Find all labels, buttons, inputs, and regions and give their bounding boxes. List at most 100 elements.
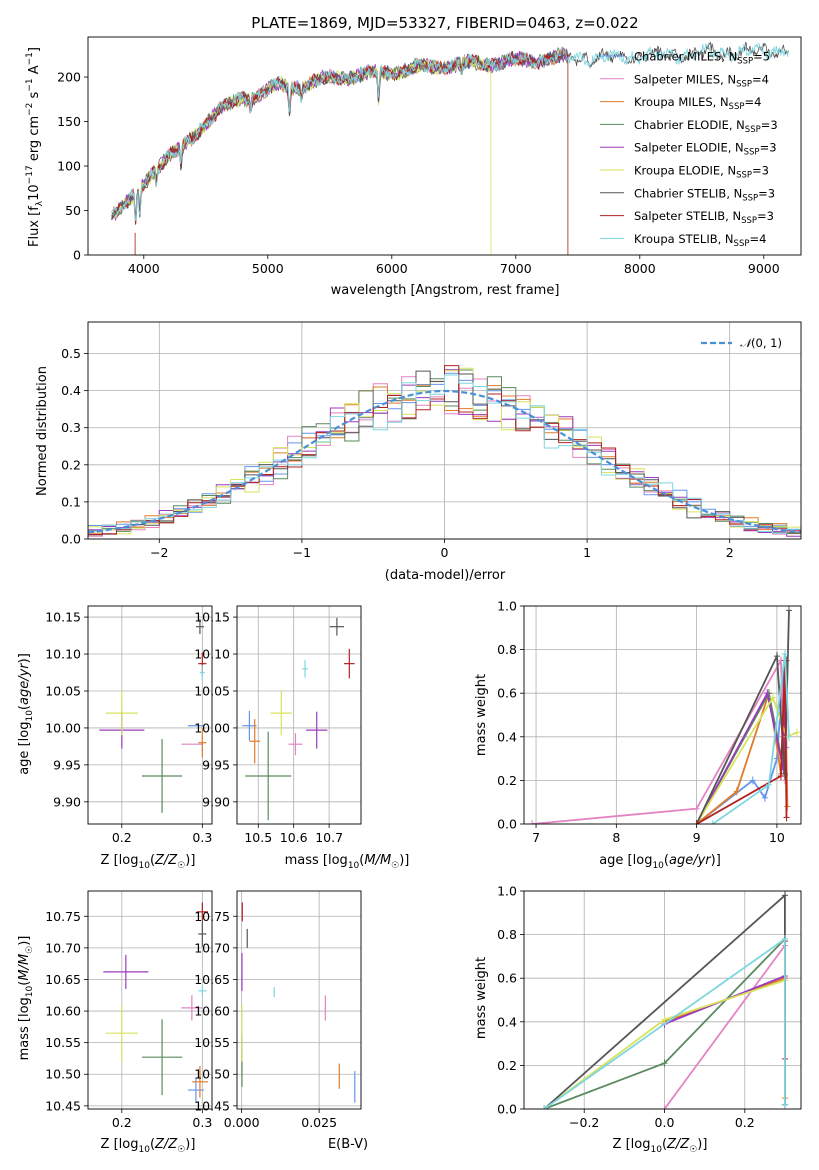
errorbar-points [241, 902, 356, 1103]
x-tick-label: 4000 [128, 261, 160, 276]
errorbar-kroupa-miles [198, 727, 207, 758]
axes-frame [87, 605, 213, 825]
errorbar-salpeter-elodie [103, 954, 149, 989]
y-tick-label: 0.4 [497, 1014, 517, 1029]
y-tick-label: 0.3 [61, 420, 81, 435]
axes-frame [236, 605, 362, 825]
y-tick-label: 9.90 [202, 794, 230, 809]
y-tick-label: 10.75 [194, 909, 230, 924]
x-tick-label: 6000 [376, 261, 408, 276]
errorbar-kroupa-miles [191, 1066, 208, 1098]
spectrum-series-salpeter-stelib [112, 46, 569, 255]
errorbar-salpeter-elodie [306, 711, 328, 749]
y-tick-label: 10.50 [45, 1067, 81, 1082]
x-tick-label: 10.7 [315, 830, 343, 845]
y-tick-label: 0.2 [497, 1058, 517, 1073]
errorbar-kroupa-stelib [302, 659, 308, 678]
x-tick-label: 0.0 [655, 1115, 675, 1130]
y-tick-label: 10.70 [45, 940, 81, 955]
axes-frame [236, 890, 362, 1110]
x-tick-label: 9 [693, 830, 701, 845]
massZ-ylabel: mass [log10(M/M☉)] [17, 936, 35, 1061]
y-tick-label: 10.10 [45, 647, 81, 662]
y-tick-label: 10.10 [194, 647, 230, 662]
y-tick-label: 10.45 [45, 1098, 81, 1113]
legend-label-salpeter-miles: Salpeter MILES, NSSP=4 [634, 72, 769, 89]
y-tick-label: 0.8 [497, 642, 517, 657]
y-tick-label: 10.50 [194, 1067, 230, 1082]
y-tick-label: 10.00 [194, 720, 230, 735]
y-tick-label: 50 [65, 203, 81, 218]
y-tick-label: 10.05 [194, 683, 230, 698]
mwZ-ylabel: mass weight [474, 957, 489, 1039]
ageM-xlabel: mass [log10(M/M☉)] [285, 853, 410, 871]
y-tick-label: 9.90 [53, 794, 81, 809]
y-tick-label: 0.0 [497, 817, 517, 832]
y-tick-label: 0.6 [497, 971, 517, 986]
residual-histogram-panel: −2 −1 0 1 2 0.0 0.1 0.2 0.3 0.4 0.5 [61, 321, 802, 560]
y-tick-label: 0.5 [61, 346, 81, 361]
mass-weight-series-kroupa-miles [664, 976, 786, 1099]
x-tick-label: 5000 [252, 261, 284, 276]
massZ-xlabel: Z [log10(Z/Z☉)] [101, 1137, 196, 1155]
y-tick-label: 10.60 [194, 1004, 230, 1019]
y-tick-label: 9.95 [53, 757, 81, 772]
y-tick-label: 1.0 [497, 599, 517, 614]
ageZ-xlabel: Z [log10(Z/Z☉)] [101, 853, 196, 871]
x-tick-label: 0.2 [112, 830, 132, 845]
axes-frame [523, 890, 802, 1110]
ageZ-ylabel: age [log10(age/yr)] [17, 653, 35, 775]
figure-title: PLATE=1869, MJD=53327, FIBERID=0463, z=0… [251, 14, 638, 32]
y-tick-label: 0.1 [61, 494, 81, 509]
hist-xlabel: (data-model)/error [385, 568, 506, 583]
mwZ-xlabel: Z [log10(Z/Z☉)] [613, 1137, 708, 1155]
hist-ylabel: Normed distribution [35, 366, 50, 496]
spectrum-panel: 4000 5000 6000 7000 8000 9000 0 50 100 150 200 [57, 36, 802, 276]
gaussian-legend-label: 𝒩(0, 1) [740, 336, 782, 350]
x-tick-label: 9000 [748, 261, 780, 276]
y-tick-label: 10.70 [194, 940, 230, 955]
legend-label-chabrier-stelib: Chabrier STELIB, NSSP=3 [634, 186, 775, 203]
errorbar-salpeter-stelib [196, 902, 208, 922]
errorbar-salpeter-miles [324, 995, 326, 1021]
x-tick-label: 10.5 [244, 830, 272, 845]
y-tick-label: 10.65 [194, 972, 230, 987]
x-tick-label: 1 [583, 545, 591, 560]
y-tick-label: 10.65 [45, 972, 81, 987]
mwAge-xlabel: age [log10(age/yr)] [599, 853, 721, 871]
y-tick-label: 0.2 [497, 773, 517, 788]
errorbar-kroupa-elodie [105, 1004, 138, 1062]
x-tick-label: 0.025 [301, 1115, 337, 1130]
x-tick-label: 8000 [624, 261, 656, 276]
y-tick-label: 0.2 [61, 457, 81, 472]
y-tick-label: 10.15 [194, 610, 230, 625]
y-tick-label: 10.55 [194, 1035, 230, 1050]
mass-vs-metallicity-panel: 0.2 0.3 10.45 10.50 10.55 10.60 10.65 10.70 10.7… [45, 890, 213, 1130]
legend-label-kroupa-miles: Kroupa MILES, NSSP=4 [634, 95, 761, 112]
y-tick-label: 200 [57, 70, 81, 85]
errorbar-chabrier-miles [354, 1071, 356, 1103]
errorbar-salpeter-miles [288, 733, 303, 756]
mass-weight-vs-metallicity-panel: −0.2 0.0 0.2 0.0 0.2 0.4 0.6 0.8 1.0 [497, 884, 802, 1130]
x-tick-label: 0.3 [192, 830, 212, 845]
y-tick-label: 150 [57, 114, 81, 129]
hist-legend: 𝒩(0, 1) [701, 336, 782, 350]
x-tick-label: 0.3 [192, 1115, 212, 1130]
legend-label-salpeter-stelib: Salpeter STELIB, NSSP=3 [634, 209, 774, 226]
mass-weight-series-salpeter-stelib [696, 660, 788, 824]
age-vs-mass-panel: 10.5 10.6 10.7 9.90 9.95 10.00 10.05 10.10 10.15 [194, 605, 362, 845]
y-tick-label: 0.4 [497, 729, 517, 744]
mass-weight-series-kroupa-elodie [695, 695, 798, 824]
mass-weight-series-chabrier-stelib [695, 610, 790, 824]
legend-label-chabrier-elodie: Chabrier ELODIE, NSSP=3 [634, 118, 778, 135]
spectrum-ylabel: Flux [fλ10−17 erg cm−2 s−1 A−1] [25, 47, 45, 247]
errorbar-salpeter-stelib [343, 648, 355, 679]
x-tick-label: 7 [532, 830, 540, 845]
spectrum-series-salpeter-elodie [112, 49, 569, 223]
errorbar-points [242, 617, 355, 821]
y-tick-label: 10.45 [194, 1098, 230, 1113]
x-tick-label: 8 [612, 830, 620, 845]
y-tick-label: 0.0 [61, 532, 81, 547]
axes-frame [87, 890, 213, 1110]
mass-weight-lines [529, 606, 800, 824]
